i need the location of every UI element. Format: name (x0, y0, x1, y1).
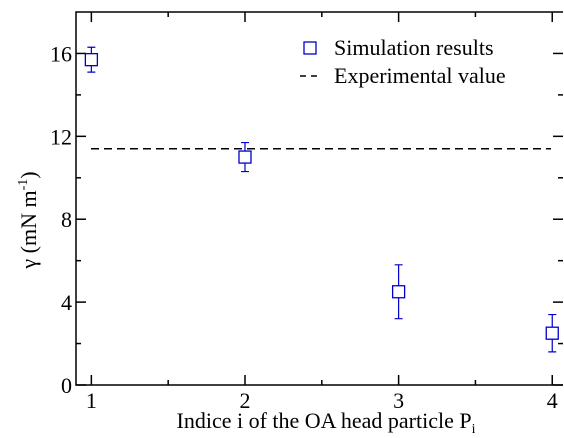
y-tick-label: 4 (61, 290, 72, 315)
x-axis-label-main: Indice i of the OA head particle P (177, 408, 472, 433)
y-tick-label: 8 (61, 207, 72, 232)
y-tick-label: 16 (50, 41, 72, 66)
x-axis-label-sub: i (472, 422, 476, 437)
legend-label: Experimental value (334, 63, 506, 88)
data-point (545, 326, 559, 340)
data-point (238, 150, 252, 164)
x-axis-label: Indice i of the OA head particle Pi (177, 408, 476, 437)
legend-marker (303, 41, 317, 55)
x-tick-label: 3 (393, 388, 404, 413)
data-point (391, 285, 406, 299)
x-tick-label: 2 (239, 388, 250, 413)
y-axis-label-sup: -1 (16, 179, 31, 191)
data-point (84, 53, 99, 67)
y-axis-label-end: ) (16, 171, 41, 178)
y-tick-label: 0 (61, 373, 72, 398)
x-tick-label: 4 (547, 388, 558, 413)
y-axis-label: γ (mN m-1) (16, 171, 41, 269)
y-tick-label: 12 (50, 124, 72, 149)
x-tick-label: 1 (86, 388, 97, 413)
y-axis-label-main: γ (mN m (16, 190, 41, 269)
axes-frame (75, 11, 563, 386)
legend-label: Simulation results (334, 35, 494, 60)
